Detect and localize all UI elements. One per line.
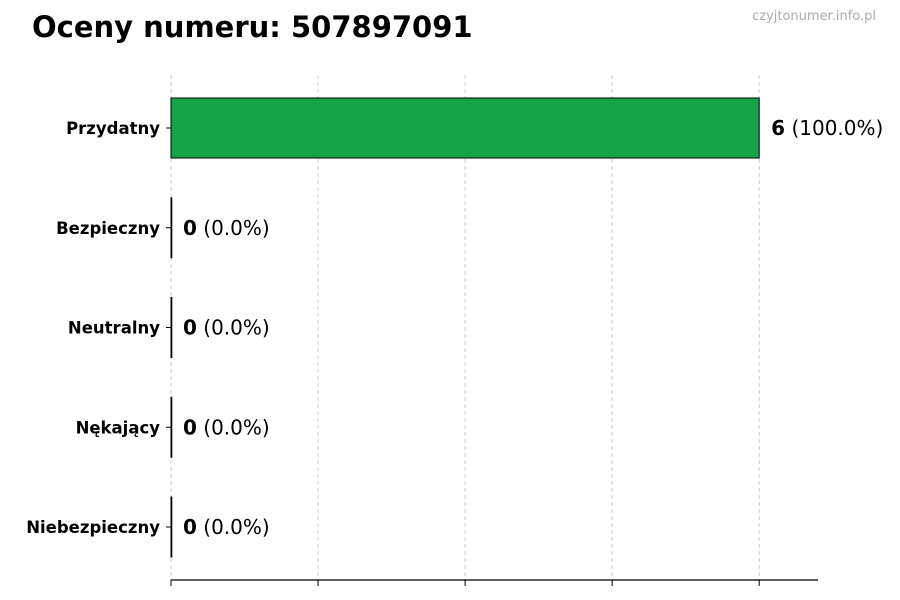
- bar: [170, 297, 173, 358]
- data-label: 6 (100.0%): [771, 116, 883, 140]
- category-label: Nękający: [76, 418, 161, 437]
- bar: [170, 396, 173, 458]
- data-label: 0 (0.0%): [183, 316, 270, 340]
- watermark: czyjtonumer.info.pl: [752, 9, 876, 24]
- category-label: Niebezpieczny: [26, 518, 160, 537]
- data-label: 0 (0.0%): [183, 415, 270, 439]
- chart-title: Oceny numeru: 507897091: [32, 10, 473, 44]
- category-label: Bezpieczny: [56, 219, 160, 238]
- category-label: Przydatny: [66, 119, 160, 138]
- bar: [170, 97, 760, 159]
- category-label: Neutralny: [68, 319, 160, 338]
- bar: [170, 496, 173, 558]
- bar: [170, 197, 173, 259]
- data-label: 0 (0.0%): [183, 216, 270, 240]
- data-label: 0 (0.0%): [183, 515, 270, 539]
